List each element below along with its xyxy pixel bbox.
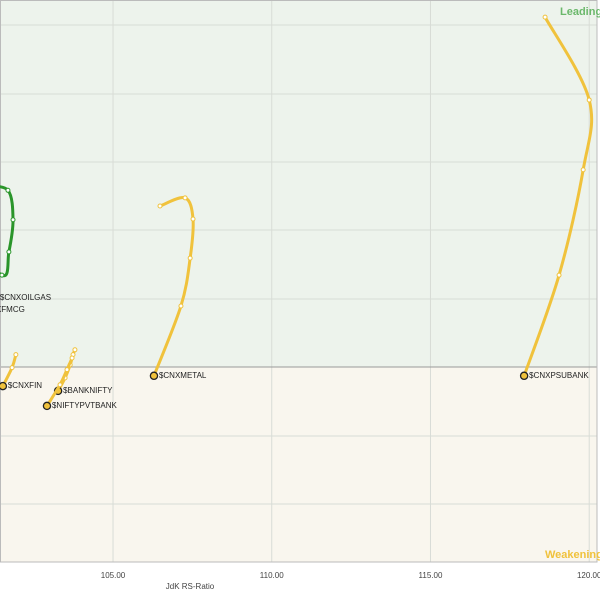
trail-point [580,167,586,173]
series-label: $CNXFMCG [0,305,25,314]
series-label: $BANKNIFTY [63,386,113,395]
trail-point [6,249,12,255]
series-label: $CNXOILGAS [0,293,51,302]
trail-point [190,216,196,222]
plot-border [0,0,598,563]
series-label: $CNXFIN [8,381,42,390]
head-point [42,401,52,411]
trail-point [5,187,11,193]
trail-point [556,272,562,278]
trail-point [157,203,163,209]
trail-point [0,272,5,278]
vertical-grid [112,0,590,562]
trail-point [10,217,16,223]
quadrant-label: Leading [560,6,600,18]
head-point [149,371,159,381]
trail-point [542,14,548,20]
trail [522,15,594,378]
x-tick-label: 105.00 [101,571,126,580]
series-label: $NIFTYPVTBANK [52,401,118,410]
trail-point [72,347,78,353]
x-tick-label: 120.00 [577,571,600,580]
quadrant-label: Weakening [545,549,600,561]
series-labels: $CNXPSUBANK $CNXMETAL $BANKNIFTY $NIFTYPVTB… [0,293,589,410]
trail-point [187,255,193,261]
trail-point [178,303,184,309]
horizontal-grid [0,24,597,505]
weakening-quadrant [0,367,597,562]
trail-point [586,97,592,103]
plot [0,14,594,411]
trail-point [13,352,19,358]
x-tick-label: 110.00 [260,571,284,580]
trail-point [69,355,75,361]
x-axis-title: JdK RS-Ratio [166,582,215,591]
trail-point [57,382,63,388]
trail-point [64,367,70,373]
head-point [0,381,8,391]
trail [45,356,74,408]
x-axis: 105.00 110.00 115.00 120.00 [101,571,600,580]
trail-point [182,195,188,201]
series-label: $CNXMETAL [159,371,207,380]
head-point [519,371,529,381]
leading-quadrant [0,0,597,367]
x-tick-label: 115.00 [419,571,443,580]
trail-point [9,365,15,371]
series-label: $CNXPSUBANK [529,371,589,380]
